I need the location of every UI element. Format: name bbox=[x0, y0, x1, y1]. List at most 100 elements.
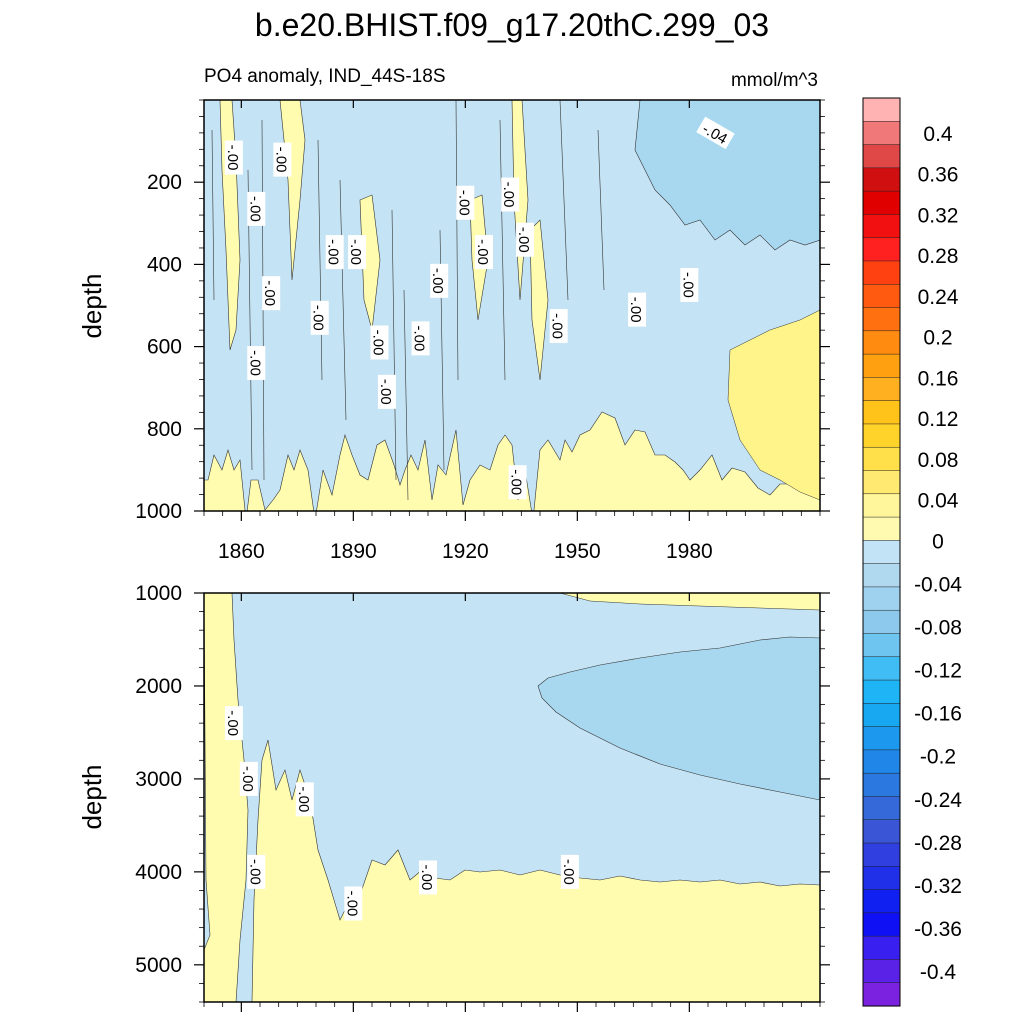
lower-contour-label-text: -.00 bbox=[224, 710, 241, 736]
colorbar-label: -0.36 bbox=[914, 918, 962, 941]
upper-contour-label-bg bbox=[273, 142, 292, 177]
colorbar-label: -0.4 bbox=[920, 961, 957, 984]
upper-contour-label-text: -.00 bbox=[627, 297, 644, 323]
colorbar-box bbox=[862, 819, 901, 844]
upper-contour-label: -.00 bbox=[627, 292, 647, 327]
lower-contour-label: -.00 bbox=[418, 860, 437, 895]
upper-contour-label-text: -.00 bbox=[246, 350, 263, 376]
colorbar-box bbox=[862, 190, 901, 215]
colorbar-label: -0.32 bbox=[914, 875, 962, 898]
upper-contour-label: -.00 bbox=[369, 325, 389, 360]
upper-frame bbox=[203, 99, 821, 512]
upper-contour-label: -.00 bbox=[549, 309, 568, 344]
colorbar-box bbox=[862, 167, 901, 192]
upper-contour-label: -.00 bbox=[347, 235, 367, 270]
upper-contour-label: -.00 bbox=[411, 321, 430, 356]
upper-ticks: 1860 1890 1920 1950 1980 200 400 600 800 1000 bbox=[135, 99, 830, 563]
colorbar-box bbox=[862, 726, 901, 751]
colorbar-frame bbox=[862, 97, 901, 1007]
upper-deep-blue-region bbox=[634, 100, 820, 251]
colorbar-label: 0.04 bbox=[918, 490, 959, 513]
colorbar-box bbox=[862, 772, 901, 798]
colorbar-label: 0.28 bbox=[918, 245, 959, 268]
colorbar-label: -0.08 bbox=[914, 617, 962, 640]
upper-contour-label-bg bbox=[549, 309, 568, 344]
upper-y-tick-label: 200 bbox=[147, 171, 182, 194]
upper-contour-label: -.00 bbox=[246, 191, 266, 226]
upper-contour-label-text: -.00 bbox=[411, 325, 428, 351]
colorbar-label: -0.16 bbox=[914, 703, 962, 726]
lower-y-tick-label: 2000 bbox=[135, 675, 182, 698]
lower-contour-label-text: -.00 bbox=[560, 859, 577, 885]
lower-top-positive bbox=[559, 593, 820, 611]
upper-contour-label-text: -.00 bbox=[369, 330, 386, 356]
lower-contour-label-bg bbox=[344, 886, 363, 921]
lower-y-tick-label: 5000 bbox=[135, 954, 182, 977]
upper-contour-label-text: -.00 bbox=[549, 313, 566, 339]
lower-contour-label-text: -.00 bbox=[239, 766, 256, 792]
colorbar-box bbox=[862, 144, 901, 169]
upper-contour-label-text: -.00 bbox=[455, 190, 472, 216]
lower-yellow-band bbox=[251, 739, 820, 1002]
upper-contour-label-text: -.00 bbox=[508, 469, 525, 495]
colorbar-box bbox=[862, 586, 901, 611]
colorbar-box bbox=[862, 749, 901, 774]
colorbar-box bbox=[862, 982, 901, 1007]
upper-contour-label-text: -.00 bbox=[515, 227, 532, 253]
upper-contour-label-bg bbox=[310, 300, 329, 335]
upper-contour-label-bg bbox=[456, 185, 475, 220]
upper-contour-label-bg bbox=[430, 263, 449, 298]
colorbar-box bbox=[862, 959, 901, 984]
upper-x-tick-label: 1950 bbox=[554, 540, 601, 563]
lower-contour-label: -.00 bbox=[239, 761, 258, 796]
upper-y-tick-label: 800 bbox=[147, 418, 182, 441]
colorbar-label: 0.24 bbox=[918, 286, 959, 309]
lower-contour-label-text: -.00 bbox=[418, 865, 435, 891]
colorbar-box bbox=[862, 935, 901, 960]
colorbar-label: 0.36 bbox=[918, 164, 959, 187]
lower-contour-label-text: -.00 bbox=[295, 786, 312, 812]
lower-contour-label-bg bbox=[239, 761, 258, 796]
upper-y-tick-label: 600 bbox=[147, 336, 182, 359]
upper-x-tick-label: 1980 bbox=[666, 540, 713, 563]
colorbar-label: -0.28 bbox=[914, 832, 962, 855]
upper-y-tick-label: 1000 bbox=[135, 500, 182, 523]
colorbar-box bbox=[862, 423, 901, 448]
colorbar-label: 0.32 bbox=[918, 204, 959, 227]
upper-contour-label-bg bbox=[501, 177, 520, 212]
upper-contour-label-bg bbox=[247, 191, 266, 226]
lower-contour-label-bg bbox=[247, 854, 266, 889]
upper-x-tick-label: 1890 bbox=[330, 540, 377, 563]
upper-contour-label: -.00 bbox=[272, 142, 292, 177]
colorbar-box bbox=[862, 703, 901, 728]
colorbar-box bbox=[862, 842, 901, 867]
colorbar-label: -0.24 bbox=[914, 789, 962, 812]
upper-contour-label-bg bbox=[247, 346, 266, 381]
colorbar-label: 0.12 bbox=[918, 408, 959, 431]
lower-left-positive-region bbox=[204, 593, 249, 1002]
upper-contour-label-bg bbox=[224, 140, 243, 175]
upper-contour-label-text: -.00 bbox=[310, 305, 327, 331]
colorbar: 0.4 0.36 0.32 0.28 0.24 0.2 0.16 0.12 0.08 0.04 0 -… bbox=[862, 97, 962, 1007]
upper-contour-labels: -.00 -.00 -.00 -.00 -.00 -.00 -.00 -.00 -.00 -.00… bbox=[224, 116, 735, 500]
upper-contour-label-bg bbox=[411, 321, 430, 356]
colorbar-label: -0.04 bbox=[914, 573, 962, 596]
lower-contour-label-bg bbox=[419, 860, 437, 895]
lower-contour-label: -.00 bbox=[295, 782, 314, 817]
colorbar-box bbox=[862, 912, 901, 937]
upper-y-tick-label: 400 bbox=[147, 253, 182, 276]
lower-deep-blue-region bbox=[537, 636, 820, 801]
upper-contour-label-text: -.00 bbox=[224, 145, 241, 171]
colorbar-label: 0 bbox=[932, 530, 944, 553]
upper-contour-label-text: -.00 bbox=[261, 280, 278, 306]
upper-contour-label-bg bbox=[348, 235, 367, 270]
upper-contour-label: -.00 bbox=[224, 140, 243, 175]
upper-x-tick-label: 1920 bbox=[442, 540, 489, 563]
lower-contour-label: -.00 bbox=[343, 886, 363, 921]
upper-contour-label-bg bbox=[516, 222, 535, 257]
upper-contour-label-text: -.00 bbox=[474, 239, 491, 265]
upper-contour-label-bg bbox=[696, 116, 735, 150]
colorbar-box bbox=[862, 679, 901, 704]
colorbar-box bbox=[862, 866, 901, 891]
